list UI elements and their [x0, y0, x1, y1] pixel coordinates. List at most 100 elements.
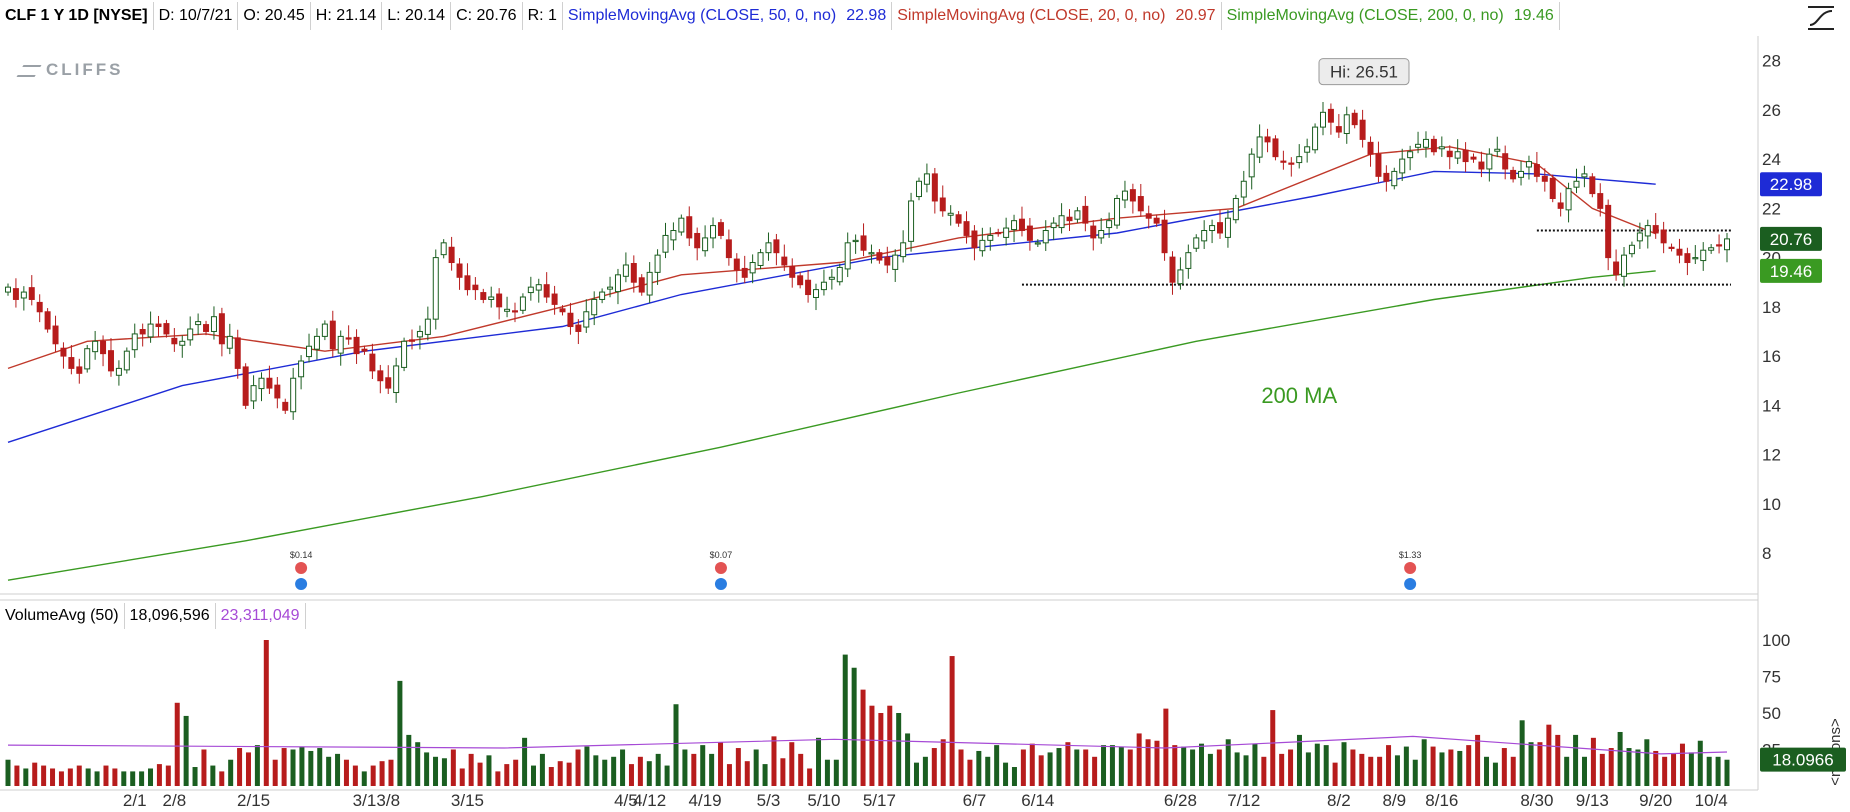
volume-bar [424, 752, 430, 786]
candle-body [527, 286, 534, 294]
candle-body [844, 242, 851, 270]
sma20-line [7, 146, 1656, 370]
candle-body [710, 225, 717, 239]
volume-bar [1056, 748, 1062, 786]
candle-body [1272, 138, 1279, 158]
drawing-tools-icon[interactable] [1806, 4, 1836, 32]
volume-bar [709, 753, 715, 786]
volume-bar [1350, 749, 1356, 786]
candle-body [947, 212, 954, 216]
candle-body [187, 328, 194, 341]
volume-bar [1109, 745, 1115, 786]
volume-bar [397, 680, 403, 786]
volume-bar [1403, 746, 1409, 786]
symbol-label[interactable]: CLF 1 Y 1D [NYSE] [0, 2, 154, 30]
candle-body [1660, 229, 1667, 244]
x-tick-label: 10/4 [1695, 791, 1728, 810]
candle-body [519, 296, 526, 311]
sma200-study-label[interactable]: SimpleMovingAvg (CLOSE, 200, 0, no) [1226, 7, 1504, 24]
volume-study-label[interactable]: VolumeAvg (50) [0, 603, 125, 629]
candle-body [12, 288, 19, 300]
volume-bar [896, 713, 902, 786]
volume-bar [263, 640, 269, 786]
volume-bar [620, 749, 626, 786]
candle-body [630, 263, 637, 283]
candle-body [321, 323, 328, 337]
candle-body [725, 239, 732, 259]
volume-bar [41, 765, 47, 786]
candle-body [1415, 143, 1422, 148]
candle-body [987, 234, 994, 241]
candle-body [575, 324, 582, 332]
volume-bar [1608, 748, 1614, 786]
x-tick-label: 5/10 [807, 791, 840, 810]
candle-body [1217, 222, 1224, 234]
volume-bar [14, 765, 20, 786]
volume-bar [272, 759, 278, 786]
candle-body [1106, 220, 1113, 229]
candle-body [1003, 227, 1010, 238]
volume-bar [807, 768, 813, 786]
volume-bar [1332, 762, 1338, 786]
candle-body [1399, 158, 1406, 174]
volume-bar [1394, 755, 1400, 786]
volume-bar [816, 737, 822, 786]
candle-body [337, 335, 344, 354]
volume-bar [1421, 739, 1427, 786]
low-readout: L: 20.14 [382, 2, 452, 30]
candle-body [115, 367, 122, 376]
candle-body [1011, 220, 1018, 231]
dividend-amount-label: $0.07 [710, 550, 733, 560]
candle-body [76, 366, 83, 374]
x-tick-label: 9/13 [1576, 791, 1609, 810]
earnings-marker-icon [714, 578, 727, 590]
candle-body [535, 284, 542, 291]
candle-body [1375, 153, 1382, 177]
volume-bar [32, 762, 38, 786]
volume-value: 18,096,596 [125, 603, 216, 629]
candle-body [123, 350, 130, 371]
x-tick-label: 2/1 [123, 791, 147, 810]
volume-bar [1475, 734, 1481, 786]
price-y-tick-label: 14 [1762, 396, 1781, 415]
brand-logo: CLIFFS [16, 60, 124, 80]
volume-bar [726, 764, 732, 786]
x-tick-label: 7/12 [1227, 791, 1260, 810]
candle-body [591, 298, 598, 316]
volume-bar [1127, 749, 1133, 786]
candle-body [860, 235, 867, 251]
candle-body [828, 276, 835, 280]
candle-body [496, 293, 503, 308]
candle-body [662, 234, 669, 253]
candle-body [171, 337, 178, 345]
volume-bar [887, 705, 893, 786]
sma20-study-label[interactable]: SimpleMovingAvg (CLOSE, 20, 0, no) [897, 7, 1166, 24]
volume-bar [780, 758, 786, 786]
x-tick-label: 4/19 [689, 791, 722, 810]
candle-body [1153, 217, 1160, 224]
price-tag-box [1760, 226, 1822, 251]
candle-body [345, 337, 352, 340]
volume-bar [103, 765, 109, 786]
candle-body [1114, 198, 1121, 226]
x-tick-label: 6/28 [1164, 791, 1197, 810]
dividend-marker-icon [1404, 562, 1417, 574]
sma50-study-label[interactable]: SimpleMovingAvg (CLOSE, 50, 0, no) [567, 7, 837, 24]
volume-bar [985, 756, 991, 786]
price-y-tick-label: 24 [1762, 150, 1781, 169]
candle-body [583, 311, 590, 328]
volume-bar [1635, 749, 1641, 786]
volume-tag-label: 18.0966 [1772, 751, 1833, 770]
volume-bar [1671, 753, 1677, 786]
candle-body [5, 286, 11, 293]
volume-bar [406, 734, 412, 786]
candle-body [456, 263, 463, 278]
candle-body [789, 265, 796, 278]
volume-bar [1448, 749, 1454, 786]
candle-body [915, 180, 922, 198]
volume-bar [744, 761, 750, 786]
volume-bar [1564, 756, 1570, 786]
candle-body [1209, 225, 1216, 232]
volume-bar [486, 755, 492, 786]
